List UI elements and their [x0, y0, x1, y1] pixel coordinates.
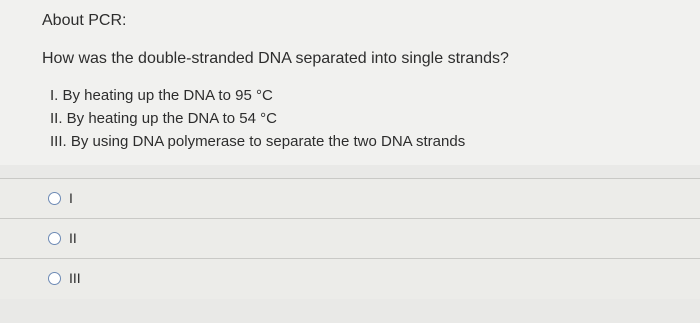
title: About PCR:	[42, 12, 127, 29]
option-label[interactable]: III	[69, 270, 81, 286]
statement: III. By using DNA polymerase to separate…	[50, 133, 466, 150]
question-panel: About PCR: How was the double-stranded D…	[42, 12, 509, 153]
statement: II. By heating up the DNA to 54 °C	[50, 110, 277, 127]
radio[interactable]	[48, 272, 61, 285]
option[interactable]: I	[0, 178, 700, 219]
option-label[interactable]: I	[69, 190, 73, 206]
option-label[interactable]: II	[69, 230, 77, 246]
option[interactable]: III	[0, 258, 700, 299]
radio[interactable]	[48, 192, 61, 205]
statements: I. By heating up the DNA to 95 °C II. By…	[50, 84, 465, 153]
option[interactable]: II	[0, 218, 700, 259]
statement: I. By heating up the DNA to 95 °C	[50, 87, 273, 104]
question: How was the double-stranded DNA separate…	[42, 50, 509, 67]
radio[interactable]	[48, 232, 61, 245]
